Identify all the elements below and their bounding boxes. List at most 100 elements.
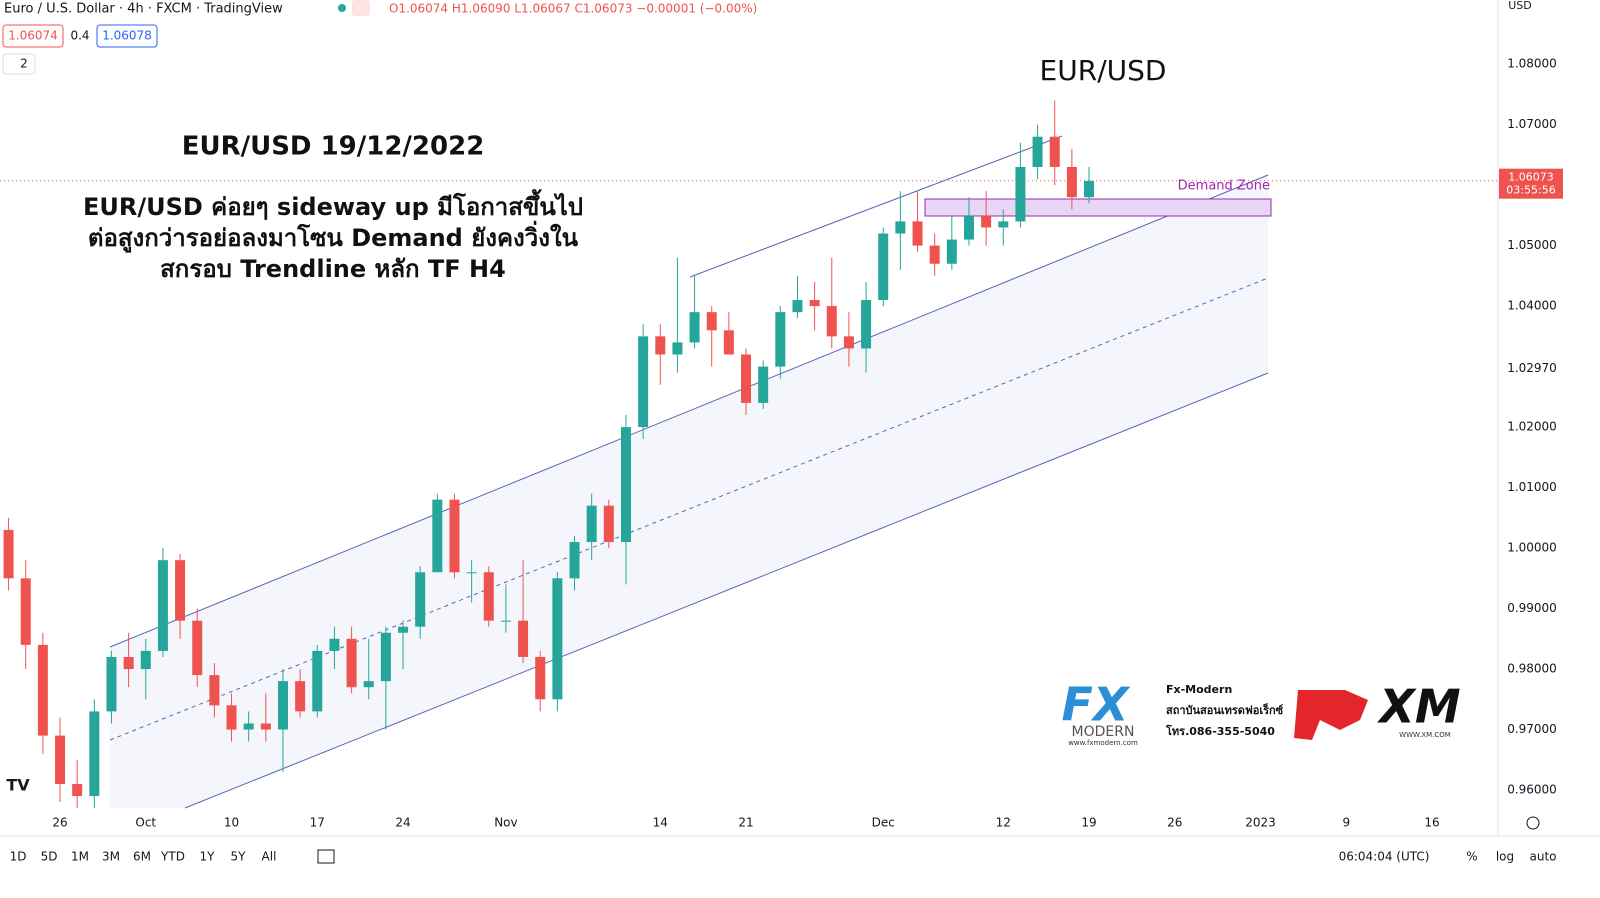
x-tick-label: 2023 <box>1245 816 1276 830</box>
candle-body <box>449 499 460 573</box>
candle-body <box>861 300 872 349</box>
candle-body <box>20 578 31 645</box>
logo-xm: XM <box>1376 680 1460 734</box>
candle-body <box>123 656 134 670</box>
logo-xm-url: WWW.XM.COM <box>1399 731 1451 739</box>
clock: 06:04:04 (UTC) <box>1339 850 1430 864</box>
indicators-button[interactable] <box>2 53 36 75</box>
candle-body <box>209 675 220 706</box>
x-tick-label: 21 <box>738 816 753 830</box>
candle-body <box>963 215 974 240</box>
x-tick-label: 24 <box>395 816 410 830</box>
plot <box>3 100 1095 809</box>
x-tick-label: 9 <box>1342 816 1350 830</box>
range-button[interactable]: 3M <box>102 850 120 864</box>
trendline-lower <box>184 372 1269 809</box>
candle-body <box>620 427 631 543</box>
status-box <box>352 0 370 16</box>
range-button[interactable]: 5D <box>41 850 58 864</box>
candle-body <box>792 300 803 313</box>
status-dot <box>338 4 346 12</box>
candle-body <box>1032 136 1043 167</box>
pair-title: EUR/USD <box>1040 54 1167 87</box>
candle-body <box>3 529 14 579</box>
x-tick-label: Dec <box>872 816 895 830</box>
candle-body <box>672 342 683 355</box>
logo-institute: สถาบันสอนเทรดฟอเร็กซ์ <box>1166 703 1284 717</box>
legend: Euro / U.S. Dollar · 4h · FXCM · Trading… <box>2 0 1532 75</box>
candle-body <box>500 620 511 622</box>
y-tick-label: 1.00000 <box>1507 541 1557 555</box>
xm-bull <box>1294 690 1368 740</box>
candle-body <box>226 705 237 730</box>
y-tick-label: 1.08000 <box>1507 57 1557 71</box>
candle-body <box>175 560 186 621</box>
auto-toggle[interactable]: auto <box>1529 850 1556 864</box>
candle-body <box>398 626 409 633</box>
date-range-icon[interactable] <box>317 849 335 864</box>
candle-body <box>655 336 666 355</box>
candle-body <box>809 300 820 307</box>
candle-body <box>466 572 477 574</box>
range-button[interactable]: 1D <box>10 850 27 864</box>
y-tick-label: 0.97000 <box>1507 722 1557 736</box>
settings-icon[interactable] <box>1526 816 1540 830</box>
candle-body <box>878 233 889 301</box>
candle-body <box>277 681 288 730</box>
candle-body <box>706 312 717 331</box>
comment: สกรอบ Trendline หลัก TF H4 <box>160 255 506 283</box>
candle-body <box>843 336 854 349</box>
spread: 0.4 <box>70 29 89 43</box>
range-button[interactable]: 5Y <box>231 850 247 864</box>
ask-button[interactable] <box>96 24 158 48</box>
candle-body <box>1066 166 1077 198</box>
logo-url: www.fxmodern.com <box>1068 739 1138 747</box>
demand-zone <box>924 198 1272 217</box>
logo-fx: FX <box>1062 678 1131 732</box>
candle-body <box>37 644 48 736</box>
range-button[interactable]: YTD <box>160 850 185 864</box>
currency[interactable]: USD <box>1508 0 1532 12</box>
drawings: Demand Zone <box>109 135 1272 809</box>
range-button[interactable]: 6M <box>133 850 151 864</box>
symbol: Euro / U.S. Dollar · 4h · FXCM · Trading… <box>4 2 283 17</box>
y-tick-label: 0.99000 <box>1507 601 1557 615</box>
x-tick-label: Nov <box>494 816 517 830</box>
x-tick-label: 16 <box>1424 816 1439 830</box>
candle-body <box>912 221 923 246</box>
candle-body <box>535 656 546 700</box>
x-tick-label: Oct <box>135 816 156 830</box>
range-button[interactable]: 1M <box>71 850 89 864</box>
candle-body <box>518 620 529 657</box>
y-tick-label: 1.04000 <box>1507 299 1557 313</box>
bid-button[interactable] <box>2 24 64 48</box>
toolbar: 06:04:04 (UTC) % log auto 1D 5D 1M 3M 6M YTD 1… <box>10 849 1557 864</box>
logo-brand: Fx-Modern <box>1166 683 1232 696</box>
indicators[interactable]: 2 <box>20 57 28 71</box>
candle-body <box>638 336 649 428</box>
y-tick-label: 1.01000 <box>1507 480 1557 494</box>
candle-body <box>998 221 1009 228</box>
candle-body <box>723 330 734 355</box>
x-tick-label: 19 <box>1081 816 1096 830</box>
ask[interactable]: 1.06078 <box>102 29 152 43</box>
y-tick-label: 0.96000 <box>1507 783 1557 797</box>
x-tick-label: 10 <box>224 816 239 830</box>
percent-toggle[interactable]: % <box>1466 850 1477 864</box>
log-toggle[interactable]: log <box>1496 850 1514 864</box>
range-button[interactable]: All <box>262 850 277 864</box>
candle-body <box>946 239 957 264</box>
y-tick-label: 1.05000 <box>1507 238 1557 252</box>
candle-body <box>260 723 271 730</box>
candle-body <box>380 632 391 682</box>
candle-body <box>157 560 168 651</box>
bid[interactable]: 1.06074 <box>8 29 58 43</box>
candle-body <box>758 366 769 403</box>
channel-fill <box>110 175 1268 808</box>
date-title: EUR/USD 19/12/2022 <box>182 132 485 162</box>
logo-phone: โทร.086-355-5040 <box>1165 724 1275 738</box>
x-tick-label: 14 <box>653 816 668 830</box>
range-button[interactable]: 1Y <box>200 850 216 864</box>
y-tick-label: 1.02000 <box>1507 420 1557 434</box>
